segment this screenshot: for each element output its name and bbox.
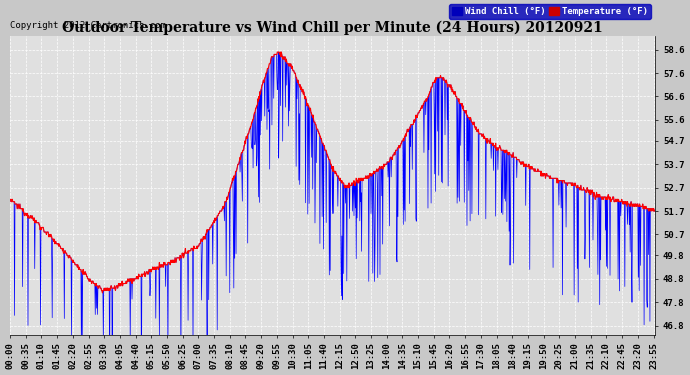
- Text: Copyright 2012 Cartronics.com: Copyright 2012 Cartronics.com: [10, 21, 166, 30]
- Legend: Wind Chill (°F), Temperature (°F): Wind Chill (°F), Temperature (°F): [449, 4, 651, 19]
- Title: Outdoor Temperature vs Wind Chill per Minute (24 Hours) 20120921: Outdoor Temperature vs Wind Chill per Mi…: [62, 20, 603, 34]
